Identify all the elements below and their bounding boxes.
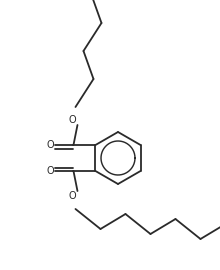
- Text: O: O: [47, 166, 54, 176]
- Text: O: O: [69, 191, 76, 201]
- Text: O: O: [69, 115, 76, 125]
- Text: O: O: [47, 140, 54, 150]
